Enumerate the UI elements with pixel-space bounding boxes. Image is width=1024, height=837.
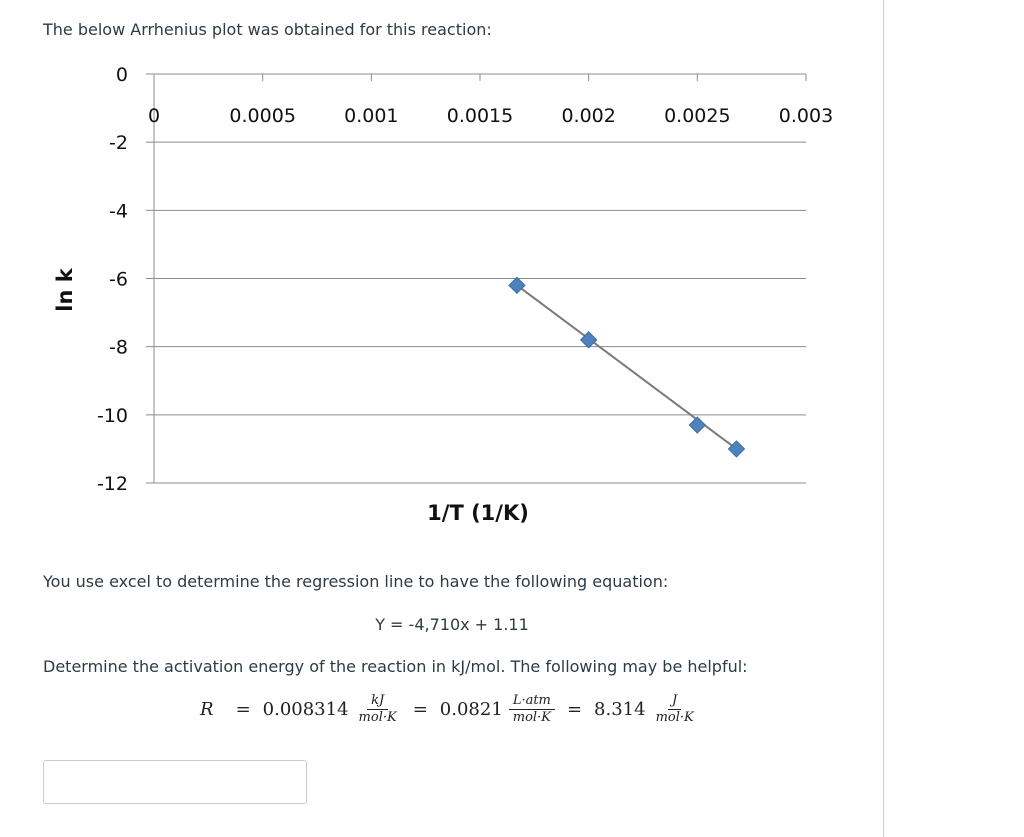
r-value-latm: 0.0821 [439,699,503,721]
x-tick-label: 0 [148,105,160,127]
regression-equation: Y = -4,710x + 1.11 [375,615,529,634]
unit-denominator: mol·K [358,710,397,726]
r-value-kj: 0.008314 [262,699,349,721]
data-point [688,416,707,434]
equals-sign: = [235,699,251,721]
unit-numerator: L·atm [508,693,555,711]
r-value-j: 8.314 [594,699,646,721]
data-points [508,276,746,458]
question-panel: The below Arrhenius plot was obtained fo… [43,0,884,837]
x-tick-label: 0.003 [779,105,833,127]
gas-constant-formula: R = 0.008314 kJ mol·K = 0.0821 L·atm mol… [200,693,698,726]
gridlines [154,73,806,484]
data-point [579,331,598,349]
r-symbol: R [200,699,214,721]
tick-labels: 0 -2 -4 -6 -8 -10 -12 0 0.0005 0.001 0.0015 0.002 0.… [97,64,833,495]
arrhenius-plot: 0 -2 -4 -6 -8 -10 -12 0 0.0005 0.001 0.0015 0.002 0.… [53,64,833,525]
unit-latm-per-mol-k: L·atm mol·K [508,693,555,726]
x-tick-label: 0.0025 [664,105,730,127]
y-tick-label: -2 [109,132,128,154]
unit-numerator: kJ [367,693,389,711]
unit-numerator: J [668,693,682,711]
axes [146,73,807,484]
equals-sign: = [566,699,583,721]
y-tick-label: -6 [109,269,128,291]
unit-denominator: mol·K [512,710,551,726]
data-point [508,276,526,295]
y-tick-label: -12 [97,473,128,495]
x-tick-label: 0.001 [344,105,398,127]
unit-denominator: mol·K [655,710,694,726]
y-tick-label: 0 [116,64,128,86]
x-tick-label: 0.0005 [229,105,295,127]
y-tick-label: -4 [109,200,128,222]
x-tick-label: 0.002 [561,105,615,127]
unit-kj-per-mol-k: kJ mol·K [355,693,401,726]
y-tick-label: -8 [109,337,128,359]
data-point [727,440,746,458]
task-text: Determine the activation energy of the r… [43,657,748,676]
y-tick-label: -10 [97,405,128,427]
unit-j-per-mol-k: J mol·K [652,693,698,726]
x-axis-title: 1/T (1/K) [427,501,529,525]
y-axis-title: ln k [53,267,77,311]
answer-input[interactable] [43,760,307,804]
x-tick-label: 0.0015 [447,105,513,127]
regression-text: You use excel to determine the regressio… [43,572,669,591]
equals-sign: = [412,699,428,721]
question-intro: The below Arrhenius plot was obtained fo… [43,20,492,39]
